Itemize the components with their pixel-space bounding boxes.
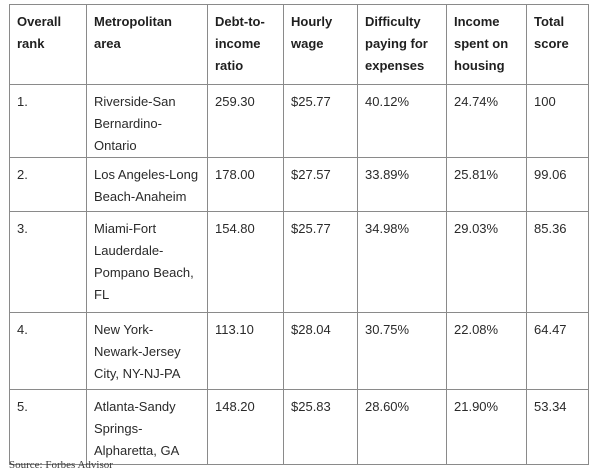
table-row: 1. Riverside-San Bernardino-Ontario 259.… (9, 84, 589, 158)
cell-rank: 2. (9, 157, 87, 212)
cell-debt-to-income: 259.30 (207, 84, 284, 158)
cell-total-score: 64.47 (526, 312, 589, 390)
cell-debt-to-income: 113.10 (207, 312, 284, 390)
table-row: 4. New York-Newark-Jersey City, NY-NJ-PA… (9, 312, 589, 390)
header-income-on-housing: Income spent on housing (446, 4, 527, 85)
cell-metro-area: Los Angeles-Long Beach-Anaheim (86, 157, 208, 212)
cell-difficulty: 28.60% (357, 389, 447, 465)
cell-difficulty: 33.89% (357, 157, 447, 212)
cell-metro-area: New York-Newark-Jersey City, NY-NJ-PA (86, 312, 208, 390)
cell-hourly-wage: $27.57 (283, 157, 358, 212)
cell-debt-to-income: 178.00 (207, 157, 284, 212)
cell-total-score: 99.06 (526, 157, 589, 212)
header-metropolitan-area: Metropolitan area (86, 4, 208, 85)
table-row: 3. Miami-Fort Lauderdale-Pompano Beach, … (9, 211, 589, 313)
cell-difficulty: 40.12% (357, 84, 447, 158)
cell-rank: 3. (9, 211, 87, 313)
cell-housing: 22.08% (446, 312, 527, 390)
table-header-row: Overall rank Metropolitan area Debt-to-i… (9, 4, 589, 85)
cell-difficulty: 30.75% (357, 312, 447, 390)
cell-metro-area: Atlanta-Sandy Springs-Alpharetta, GA (86, 389, 208, 465)
cell-hourly-wage: $25.77 (283, 84, 358, 158)
cell-total-score: 85.36 (526, 211, 589, 313)
header-difficulty-paying: Difficulty paying for expenses (357, 4, 447, 85)
rankings-table-container: Overall rank Metropolitan area Debt-to-i… (9, 4, 589, 465)
rankings-table: Overall rank Metropolitan area Debt-to-i… (9, 4, 589, 465)
source-caption: Source: Forbes Advisor (9, 459, 113, 471)
cell-housing: 24.74% (446, 84, 527, 158)
cell-housing: 29.03% (446, 211, 527, 313)
cell-hourly-wage: $28.04 (283, 312, 358, 390)
cell-debt-to-income: 148.20 (207, 389, 284, 465)
cell-rank: 5. (9, 389, 87, 465)
table-row: 2. Los Angeles-Long Beach-Anaheim 178.00… (9, 157, 589, 212)
cell-rank: 4. (9, 312, 87, 390)
header-overall-rank: Overall rank (9, 4, 87, 85)
header-debt-to-income-ratio: Debt-to-income ratio (207, 4, 284, 85)
table-row: 5. Atlanta-Sandy Springs-Alpharetta, GA … (9, 389, 589, 465)
cell-hourly-wage: $25.77 (283, 211, 358, 313)
cell-housing: 21.90% (446, 389, 527, 465)
header-total-score: Total score (526, 4, 589, 85)
cell-metro-area: Riverside-San Bernardino-Ontario (86, 84, 208, 158)
cell-difficulty: 34.98% (357, 211, 447, 313)
cell-total-score: 53.34 (526, 389, 589, 465)
cell-hourly-wage: $25.83 (283, 389, 358, 465)
cell-debt-to-income: 154.80 (207, 211, 284, 313)
cell-total-score: 100 (526, 84, 589, 158)
header-hourly-wage: Hourly wage (283, 4, 358, 85)
cell-housing: 25.81% (446, 157, 527, 212)
cell-rank: 1. (9, 84, 87, 158)
cell-metro-area: Miami-Fort Lauderdale-Pompano Beach, FL (86, 211, 208, 313)
